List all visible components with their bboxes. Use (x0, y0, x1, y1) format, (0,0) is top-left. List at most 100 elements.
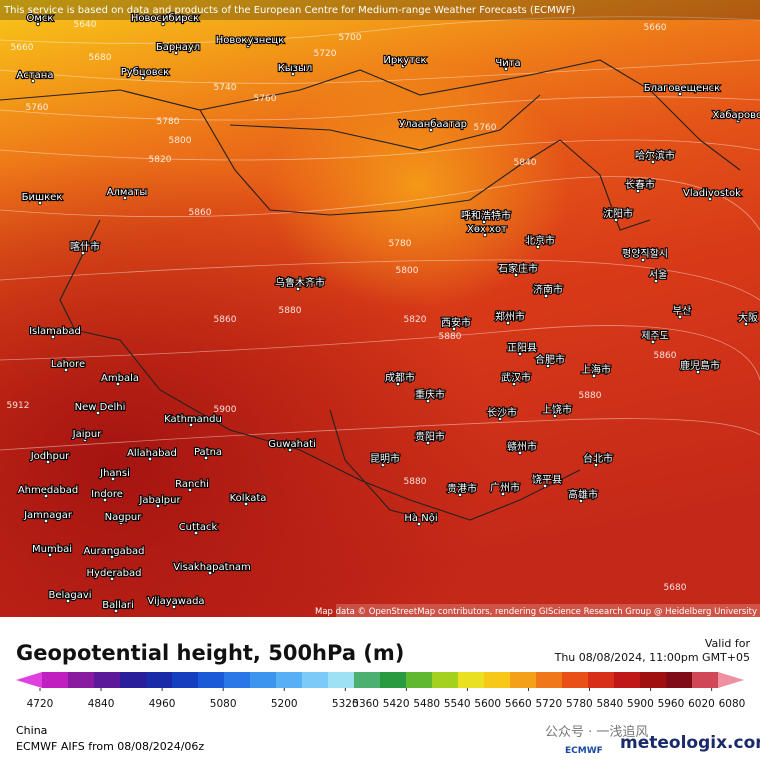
colorbar-swatch (354, 672, 381, 688)
city-dot (102, 497, 108, 503)
city-dot (400, 63, 406, 69)
contour-label: 5840 (514, 158, 537, 168)
legend-title: Geopotential height, 500hPa (m) (16, 641, 404, 665)
contour-label: 5660 (644, 23, 667, 33)
city-label: Hyderabad (87, 568, 142, 579)
city-dot (517, 351, 523, 357)
city-dot (425, 398, 431, 404)
city-dot (593, 462, 599, 468)
city-dot (677, 91, 683, 97)
city-dot (82, 437, 88, 443)
city-dot (188, 422, 194, 428)
notice: This service is based on data and produc… (3, 5, 575, 16)
city-label: Рубцовск (121, 67, 169, 78)
city-dot (428, 127, 434, 133)
colorbar-swatch (484, 672, 511, 688)
city-label: 成都市 (385, 371, 415, 384)
colorbar-tick-label: 5080 (210, 698, 237, 710)
city-label: Islamabad (29, 326, 81, 337)
city-dot (650, 159, 656, 165)
city-label: Барнаул (156, 42, 200, 53)
city-dot (243, 501, 249, 507)
contour-label: 5680 (89, 53, 112, 63)
city-label: Vijayawada (147, 596, 204, 607)
city-dot (451, 326, 457, 332)
city-label: Новосибирск (131, 13, 199, 24)
contour-label: 5780 (157, 117, 180, 127)
city-label: Благовещенск (644, 83, 720, 94)
city-label: 西安市 (441, 316, 471, 329)
city-dot (640, 257, 646, 263)
attribution-bg (336, 604, 760, 617)
city-label: 沈阳市 (603, 207, 633, 220)
colorbar-tick-label: 5200 (271, 698, 298, 710)
city-dot (535, 244, 541, 250)
city-label: Ambala (101, 373, 139, 384)
city-dot (505, 320, 511, 326)
city-label: Jamnagar (23, 510, 73, 521)
colorbar-tick-label: 6020 (688, 698, 715, 710)
attribution: Map data © OpenStreetMap contributors, r… (315, 607, 757, 617)
city-dot (653, 278, 659, 284)
city-label: Guwahati (268, 439, 316, 450)
city-dot (511, 381, 517, 387)
city-label: Jabalpur (138, 495, 181, 506)
city-dot (115, 381, 121, 387)
contour-label: 5912 (7, 401, 30, 411)
colorbar-swatch (198, 672, 225, 688)
colorbar-swatch (68, 672, 95, 688)
city-dot (30, 78, 36, 84)
city-dot (482, 232, 488, 238)
city-label: 饶平县 (532, 473, 562, 486)
city-label: New Delhi (75, 402, 126, 413)
colorbar-tick-label: 5840 (597, 698, 624, 710)
city-label: Бишкек (22, 192, 63, 203)
city-label: 重庆市 (415, 388, 445, 401)
city-label: 평양직할시 (622, 248, 668, 260)
city-dot (425, 440, 431, 446)
brand: meteologix.com (620, 733, 760, 753)
city-label: Allahabad (127, 448, 177, 459)
city-label: 北京市 (525, 234, 555, 247)
city-dot (122, 195, 128, 201)
colorbar-tick-label: 5900 (627, 698, 654, 710)
colorbar-swatch (172, 672, 199, 688)
city-dot (578, 498, 584, 504)
city-dot (193, 530, 199, 536)
city-label: Новокузнецк (216, 35, 284, 46)
city-label: Aurangabad (83, 546, 144, 557)
borders (0, 59, 741, 521)
city-dot (43, 493, 49, 499)
city-dot (503, 66, 509, 72)
city-dot (80, 250, 86, 256)
city-label: Jhansi (99, 468, 130, 479)
colorbar-swatch (458, 672, 485, 688)
contour-label: 5740 (214, 83, 237, 93)
city-label: Улаанбаатар (399, 119, 467, 130)
contour-label: 5820 (149, 155, 172, 165)
colorbar-tick-label: 5360 (352, 698, 379, 710)
city-label: 昆明市 (370, 452, 400, 465)
colorbar-tick-label: 4960 (149, 698, 176, 710)
city-dot (171, 604, 177, 610)
colorbar-tick-label: 5960 (658, 698, 685, 710)
city-dot (160, 21, 166, 27)
colorbar-swatch (146, 672, 173, 688)
colorbar-tick-label: 5600 (474, 698, 501, 710)
city-label: 上海市 (581, 363, 611, 376)
city-dot (695, 369, 701, 375)
city-dot (118, 520, 124, 526)
contour-label: 5800 (169, 136, 192, 146)
city-label: 呼和浩特市 (461, 209, 511, 222)
colorbar-tick-label: 5720 (535, 698, 562, 710)
colorbar-swatch (16, 672, 42, 688)
city-dot (552, 413, 558, 419)
colorbar-swatch (510, 672, 537, 688)
city-dot (543, 293, 549, 299)
city-label: Patna (194, 447, 222, 458)
contour-label: 5780 (389, 239, 412, 249)
city-dot (109, 576, 115, 582)
city-label: 부산 (673, 305, 691, 317)
contour-label: 5900 (214, 405, 237, 415)
